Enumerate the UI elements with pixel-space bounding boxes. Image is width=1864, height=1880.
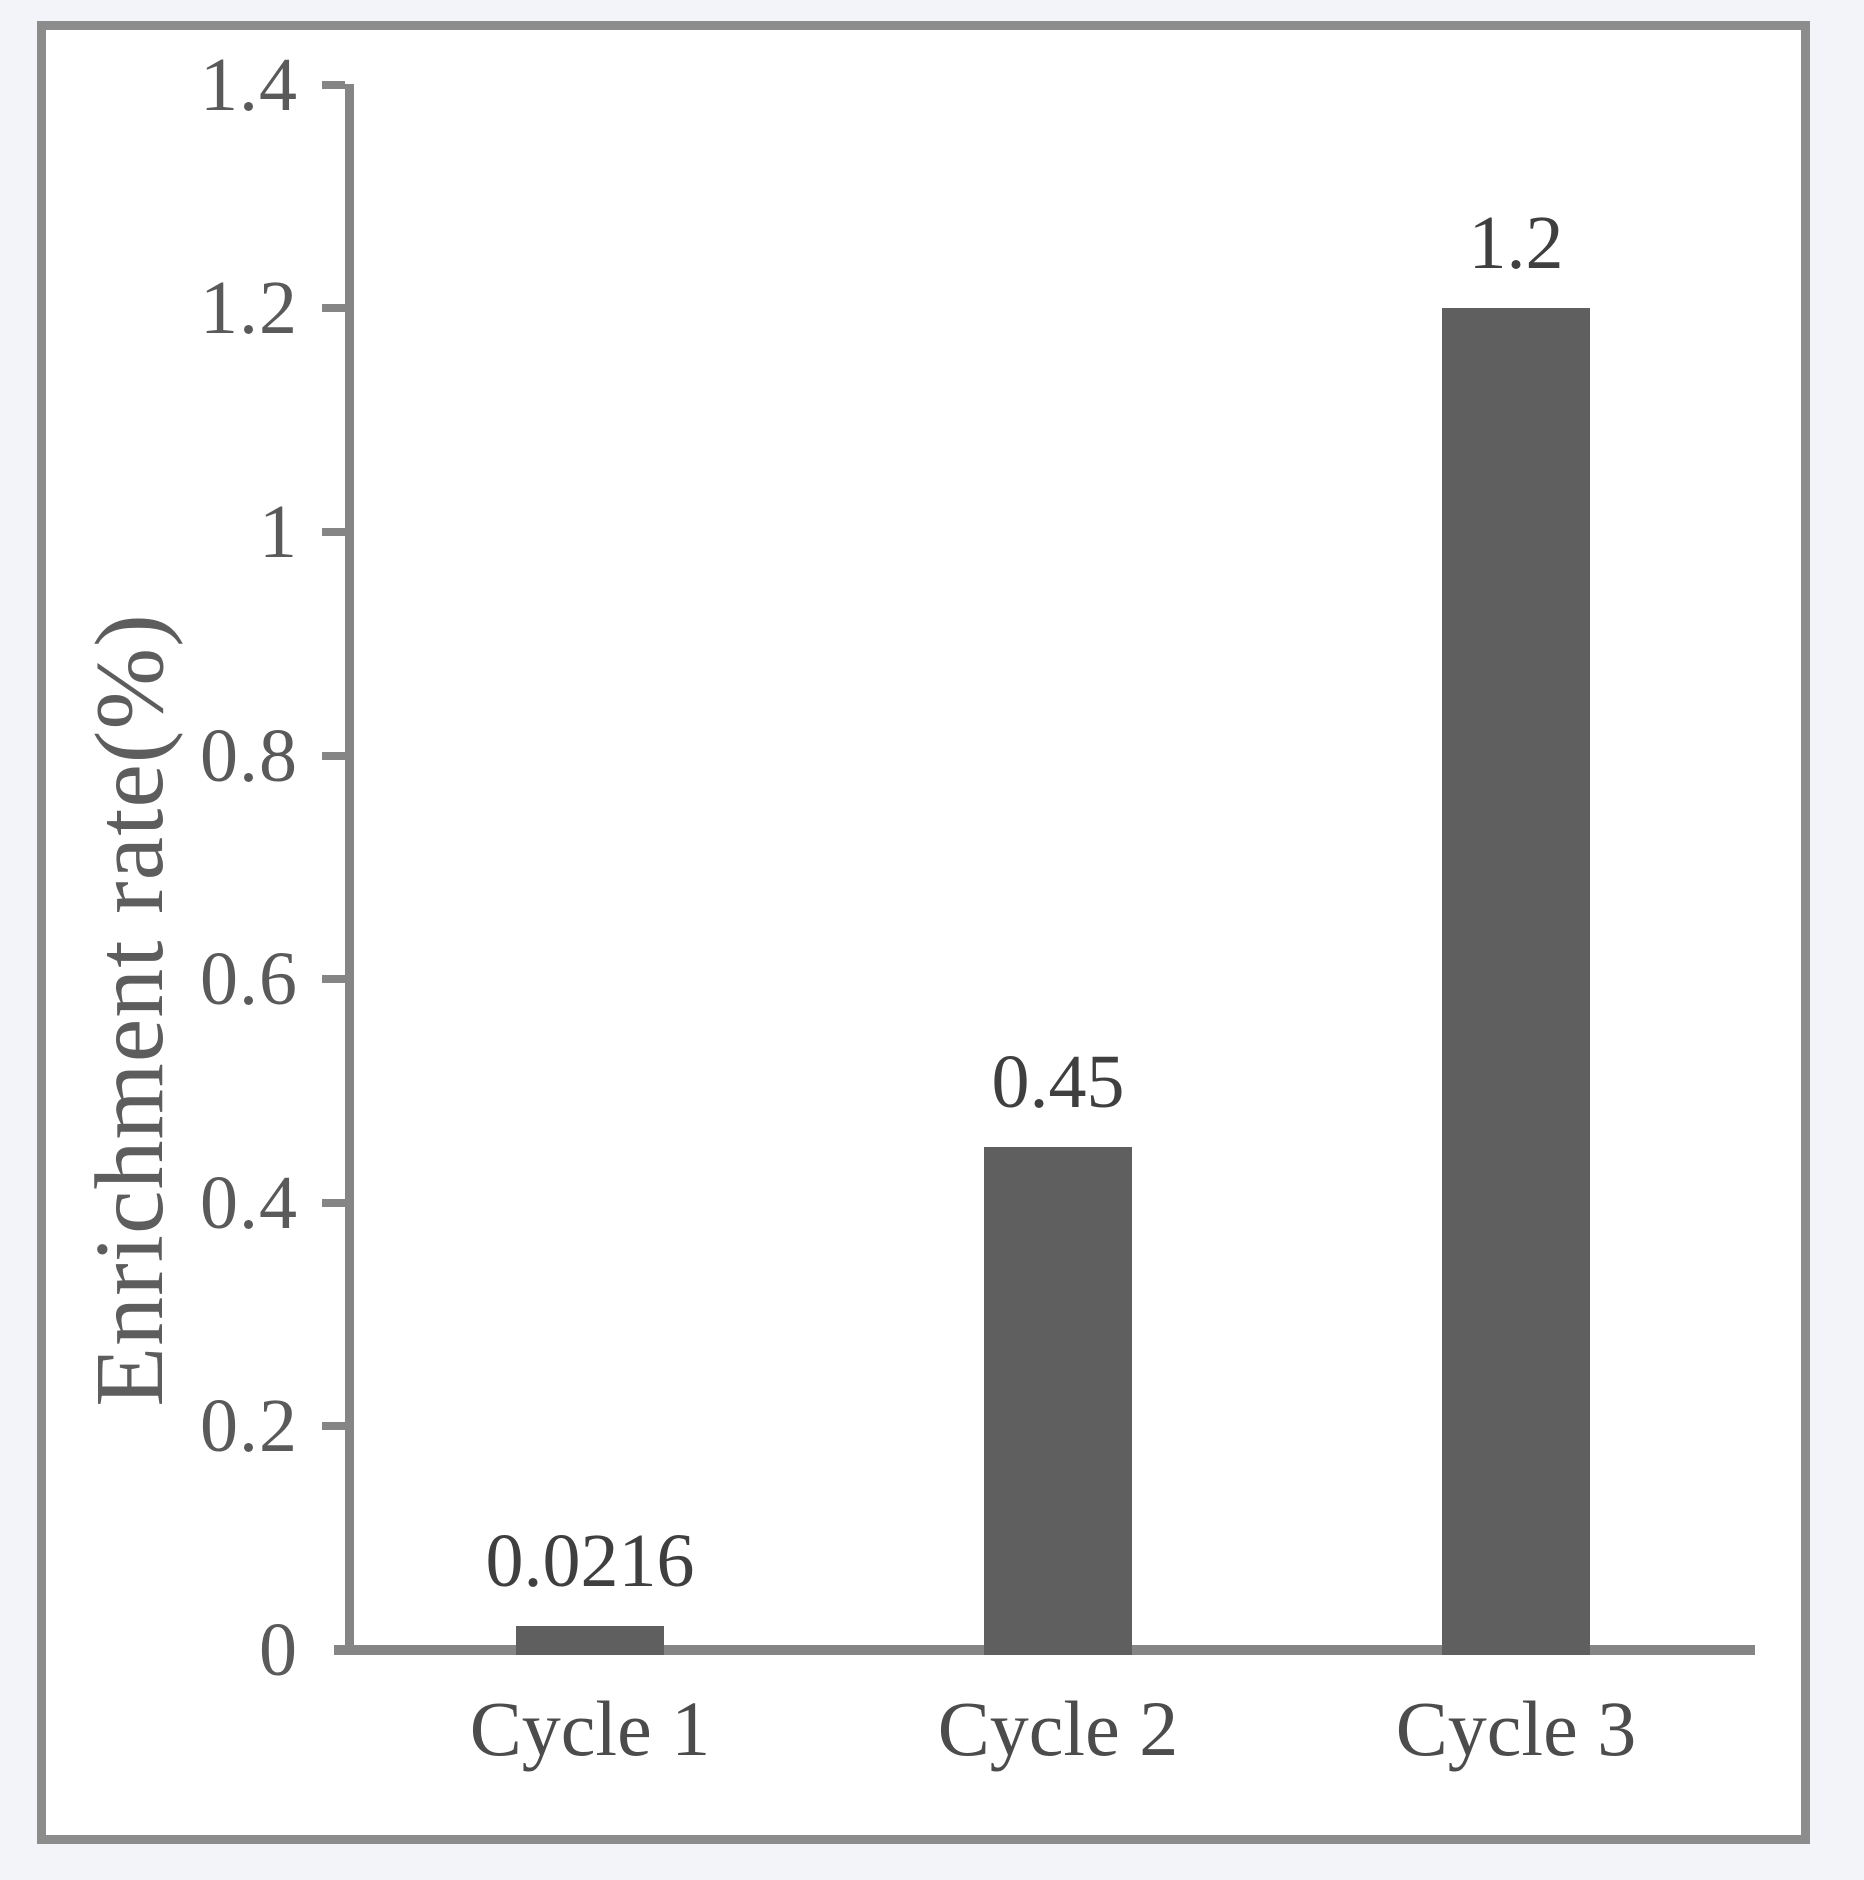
y-axis-tick — [322, 528, 345, 536]
bar-cycle-3 — [1442, 308, 1590, 1655]
y-axis-tick — [322, 1422, 345, 1431]
bar-cycle-2 — [984, 1146, 1132, 1655]
bar-cycle-1 — [516, 1625, 664, 1655]
y-axis-tick — [322, 80, 345, 89]
y-axis-tick — [322, 1198, 345, 1207]
bar-value-label: 0.45 — [991, 1039, 1125, 1124]
y-tick-label: 1.4 — [200, 42, 298, 127]
bar-value-label: 1.2 — [1468, 201, 1564, 286]
y-tick-label: 0 — [259, 1608, 298, 1692]
y-axis-tick — [322, 304, 345, 313]
x-category-label: Cycle 2 — [937, 1685, 1179, 1772]
x-category-label: Cycle 1 — [469, 1685, 711, 1772]
y-tick-label: 1.2 — [200, 266, 298, 351]
bar-value-label: 0.0216 — [485, 1518, 695, 1603]
y-tick-label: 0.2 — [200, 1384, 298, 1469]
y-axis-tick — [322, 751, 345, 760]
y-tick-label: 0.6 — [200, 937, 298, 1022]
y-tick-label: 0.4 — [200, 1160, 298, 1245]
y-axis-line — [345, 84, 354, 1655]
y-axis-tick — [322, 975, 345, 984]
y-tick-label: 1 — [259, 490, 298, 574]
y-tick-label: 0.8 — [200, 713, 298, 798]
x-category-label: Cycle 3 — [1395, 1685, 1637, 1772]
